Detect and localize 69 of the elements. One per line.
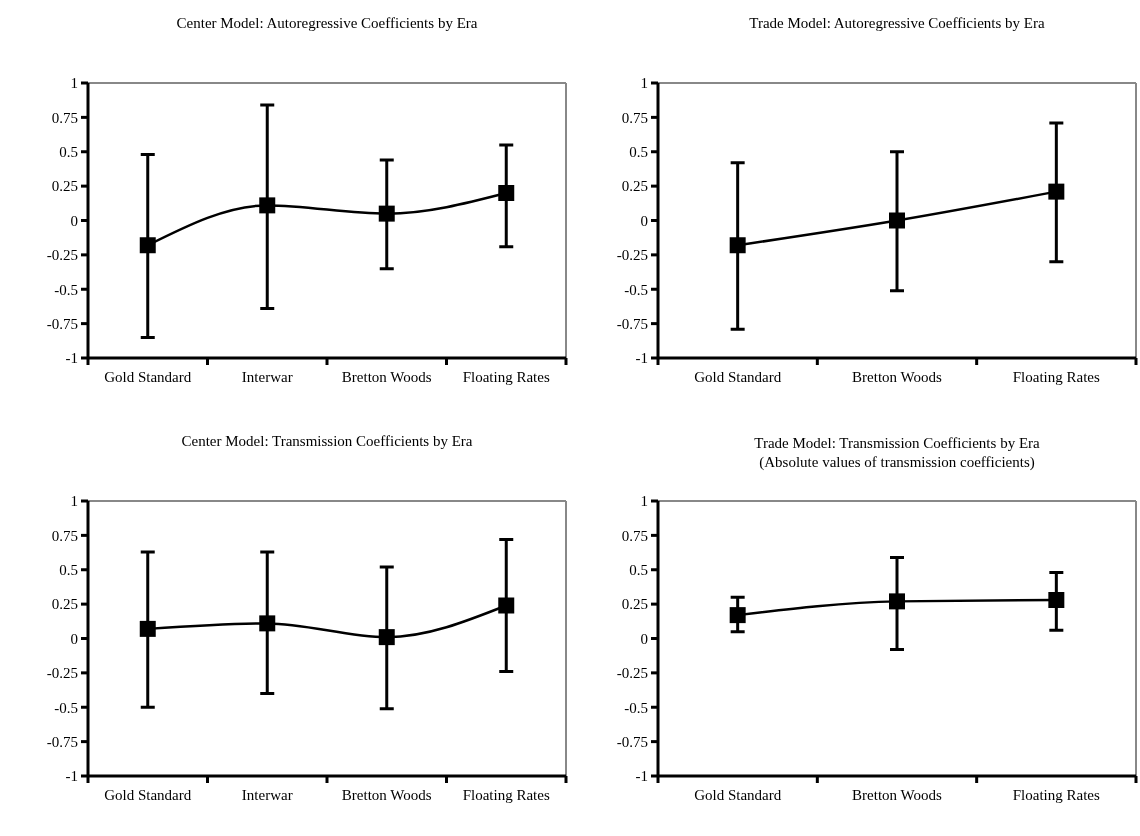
y-tick-label: 0.25 xyxy=(51,596,78,613)
y-tick-label: -0.5 xyxy=(54,699,78,716)
y-tick-label: -0.5 xyxy=(624,699,648,716)
y-tick-label: -1 xyxy=(635,350,648,367)
point xyxy=(378,629,395,646)
x-tick-label: Interwar xyxy=(241,369,293,385)
point xyxy=(139,620,156,637)
y-tick-label: -0.75 xyxy=(616,733,648,750)
y-tick-label: -0.75 xyxy=(616,315,648,332)
x-tick-label: Gold Standard xyxy=(694,787,782,803)
y-tick-label: 0.75 xyxy=(621,527,648,544)
point xyxy=(889,593,905,610)
x-tick-label: Bretton Woods xyxy=(852,787,943,803)
chart-title: Center Model: Autoregressive Coefficients by Era xyxy=(176,15,478,31)
y-tick-label: -0.75 xyxy=(46,733,78,750)
y-tick-label: -0.5 xyxy=(54,281,78,298)
y-tick-label: -0.25 xyxy=(46,665,78,682)
point xyxy=(729,237,746,254)
x-tick-label: Gold Standard xyxy=(694,369,782,385)
point xyxy=(1048,183,1065,200)
x-tick-label: Bretton Woods xyxy=(341,369,432,385)
x-tick-label: Interwar xyxy=(241,787,293,803)
chart-title: Center Model: Transmission Coefficients by Era xyxy=(181,433,473,449)
y-tick-label: 0.5 xyxy=(629,144,648,160)
x-tick-label: Gold Standard xyxy=(104,369,192,385)
x-tick-label: Gold Standard xyxy=(104,787,192,803)
y-tick-label: -0.25 xyxy=(46,247,78,264)
point xyxy=(498,597,515,614)
y-tick-label: 1 xyxy=(70,75,78,92)
x-tick-label: Floating Rates xyxy=(1012,369,1101,385)
y-tick-label: 1 xyxy=(70,493,78,510)
y-tick-label: 0.25 xyxy=(621,596,648,613)
y-tick-label: 0.75 xyxy=(621,109,648,126)
y-tick-label: 0.75 xyxy=(51,527,78,544)
point xyxy=(139,237,156,254)
point xyxy=(259,197,276,214)
chart-subtitle: (Absolute values of transmission coefficients) xyxy=(759,454,1035,471)
y-tick-label: 0 xyxy=(640,630,648,647)
y-tick-label: -0.75 xyxy=(46,315,78,332)
point xyxy=(729,607,746,624)
y-tick-label: 0.75 xyxy=(51,109,78,126)
x-tick-label: Floating Rates xyxy=(462,369,550,385)
y-tick-label: 1 xyxy=(640,75,648,92)
point xyxy=(889,212,905,229)
y-tick-label: -1 xyxy=(65,350,78,367)
y-tick-label: 0 xyxy=(640,212,648,229)
chart-title: Trade Model: Transmission Coefficients by Era xyxy=(754,435,1041,451)
point xyxy=(259,615,276,632)
y-tick-label: -0.25 xyxy=(616,247,648,264)
y-tick-label: 0.5 xyxy=(59,144,78,160)
chart-title: Trade Model: Autoregressive Coefficients by Era xyxy=(749,15,1046,31)
y-tick-label: 0 xyxy=(70,630,78,647)
x-tick-label: Floating Rates xyxy=(1012,787,1101,803)
x-tick-label: Floating Rates xyxy=(462,787,550,803)
y-tick-label: 0.25 xyxy=(621,178,648,195)
y-tick-label: -1 xyxy=(65,768,78,785)
y-tick-label: -0.25 xyxy=(616,665,648,682)
y-tick-label: 0.5 xyxy=(629,562,648,578)
y-tick-label: 1 xyxy=(640,493,648,510)
y-tick-label: 0 xyxy=(70,212,78,229)
y-tick-label: 0.5 xyxy=(59,562,78,578)
x-tick-label: Bretton Woods xyxy=(341,787,432,803)
x-tick-label: Bretton Woods xyxy=(852,369,943,385)
y-tick-label: 0.25 xyxy=(51,178,78,195)
y-tick-label: -0.5 xyxy=(624,281,648,298)
point xyxy=(498,185,515,201)
point xyxy=(1048,592,1065,608)
y-tick-label: -1 xyxy=(635,768,648,785)
point xyxy=(378,205,395,222)
